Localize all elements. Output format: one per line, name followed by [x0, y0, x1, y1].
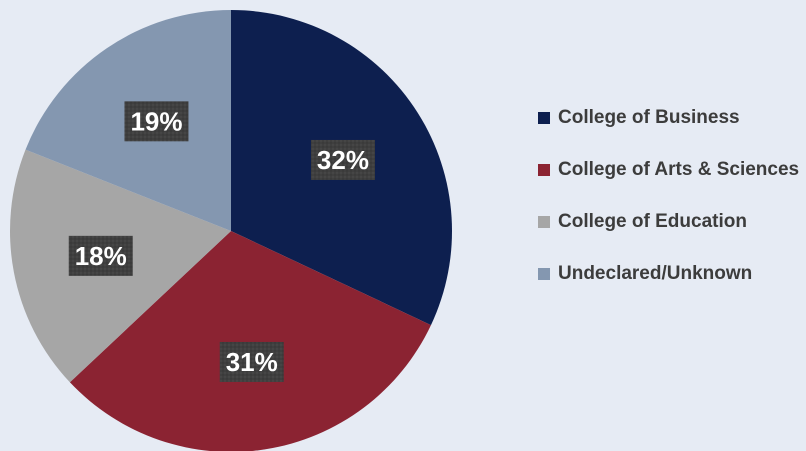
legend-label-arts-sciences: College of Arts & Sciences	[558, 158, 800, 180]
legend-item-arts-sciences: College of Arts & Sciences	[538, 158, 799, 181]
legend: College of Business College of Arts & Sc…	[538, 106, 799, 285]
data-label-text: 19%	[130, 106, 182, 136]
data-label-text: 31%	[226, 347, 278, 377]
data-label-box	[124, 101, 189, 142]
legend-swatch-education	[538, 215, 550, 228]
data-label-text: 18%	[75, 241, 127, 271]
data-label-box	[310, 139, 375, 180]
legend-item-business: College of Business	[538, 106, 799, 129]
data-label-college-of-business: 32%	[310, 139, 375, 180]
data-label-box	[68, 235, 133, 276]
legend-swatch-arts-sciences	[538, 163, 550, 176]
pie-slice-college-of-arts-sciences	[69, 231, 431, 451]
legend-item-undeclared: Undeclared/Unknown	[538, 262, 799, 285]
legend-label-education: College of Education	[558, 210, 747, 232]
data-label-undeclared-unknown: 19%	[124, 101, 189, 142]
data-label-college-of-arts-sciences: 31%	[219, 341, 284, 382]
data-label-text: 32%	[317, 145, 369, 175]
legend-swatch-undeclared	[538, 267, 550, 280]
legend-label-undeclared: Undeclared/Unknown	[558, 262, 753, 284]
data-label-college-of-education: 18%	[68, 235, 133, 276]
legend-label-business: College of Business	[558, 106, 740, 128]
legend-swatch-business	[538, 111, 550, 124]
legend-item-education: College of Education	[538, 210, 799, 233]
data-label-box	[219, 341, 284, 382]
